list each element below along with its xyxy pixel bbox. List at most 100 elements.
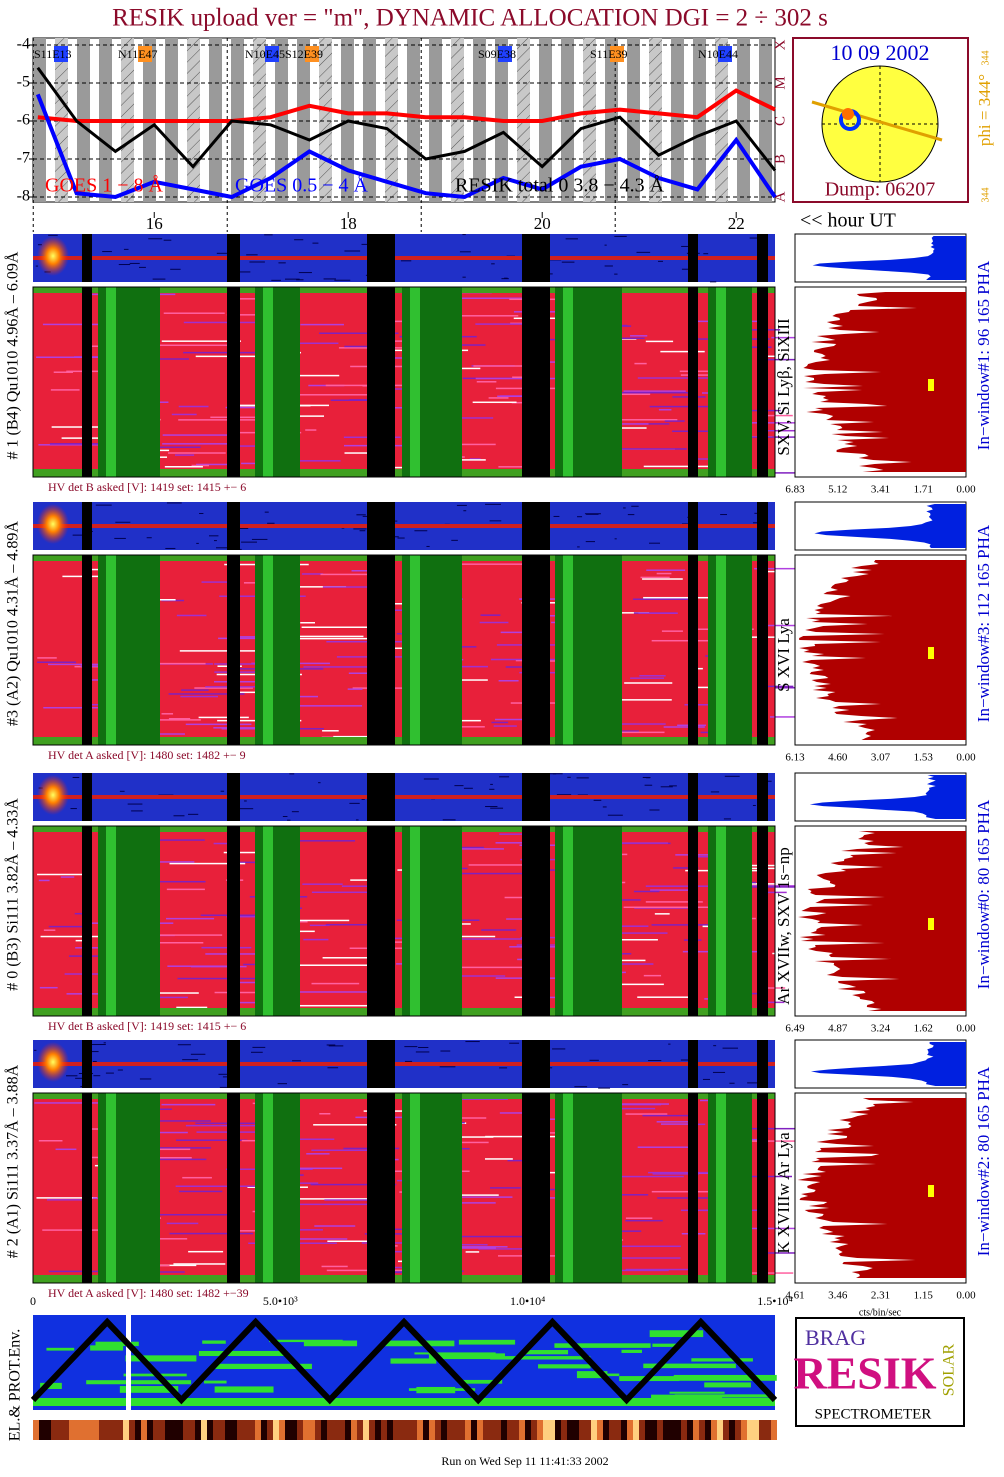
green-band: [708, 1093, 752, 1283]
class-label: X: [772, 39, 788, 50]
intensity-strip: [459, 1420, 465, 1440]
spectrogram-line: [325, 923, 375, 926]
flare-box: [265, 46, 279, 62]
data-gap: [757, 555, 768, 745]
spectrogram-line: [475, 377, 564, 380]
particle-band: [525, 1350, 569, 1355]
orbit-stripe: [671, 38, 684, 202]
strip-noise: [291, 811, 299, 813]
intensity-strip: [681, 1420, 687, 1440]
spectrogram-line: [619, 699, 672, 701]
sample-tick-label: 1.5•10⁴: [757, 1294, 792, 1308]
strip-noise: [216, 547, 228, 549]
spectrogram-line: [164, 466, 203, 468]
spectrogram-line: [321, 1265, 348, 1268]
strip-noise: [553, 515, 560, 517]
pha-spike: [810, 1042, 966, 1086]
orbit-stripe: [693, 38, 706, 202]
logo-name: RESIK: [793, 1348, 936, 1399]
strip-noise: [252, 1046, 266, 1048]
spectrogram-line: [322, 957, 392, 959]
strip-noise: [574, 1086, 588, 1088]
spectrogram-line: [166, 917, 215, 920]
data-gap: [522, 502, 550, 550]
pha-tick-label: 6.83: [785, 484, 805, 496]
sample-tick-label: 0: [30, 1294, 36, 1308]
particle-band: [649, 1330, 704, 1338]
spectrogram-line: [444, 1247, 496, 1249]
legend-entry: GOES 0.5 − 4 Å: [235, 175, 369, 197]
strip-noise: [323, 278, 336, 280]
intensity-strip: [771, 1420, 777, 1440]
spectrogram-line: [305, 429, 317, 431]
particle-band: [46, 1347, 75, 1351]
spectrogram-line: [127, 839, 205, 841]
strip-noise: [298, 272, 312, 274]
dump: Dump: 06207: [825, 179, 936, 201]
strip-noise: [353, 528, 367, 530]
strip-noise: [239, 548, 242, 550]
data-gap: [82, 287, 92, 477]
spectrogram-line: [43, 929, 56, 931]
strip-noise: [577, 546, 580, 548]
spectrogram-line: [630, 677, 665, 679]
spectrogram-line: [293, 705, 363, 707]
spectrogram-line: [465, 1251, 480, 1253]
strip-noise: [712, 1071, 726, 1073]
strip-noise: [287, 819, 291, 821]
intensity-strip: [51, 1420, 57, 1440]
spectrogram-line: [645, 340, 674, 343]
spectrogram-line: [439, 1098, 508, 1100]
orbit-stripe: [363, 38, 376, 202]
spectrogram-line: [454, 646, 477, 648]
spectrogram-line: [651, 1190, 722, 1193]
spectrogram-line: [739, 1140, 815, 1142]
strip-noise: [289, 773, 295, 775]
particle-band: [596, 1373, 620, 1377]
strip-noise: [209, 535, 219, 537]
spectrogram-line: [633, 890, 660, 893]
data-gap: [522, 234, 550, 282]
green-band: [563, 287, 573, 477]
green-band: [708, 287, 752, 477]
spectrogram-line: [283, 635, 364, 638]
intensity-strip: [513, 1420, 519, 1440]
spectrogram-line: [185, 1124, 267, 1127]
spectrogram-line: [498, 466, 529, 468]
spectrogram-line: [303, 666, 371, 668]
particle-band: [414, 1352, 496, 1355]
spectrogram-line: [178, 419, 259, 421]
spectrogram-line: [749, 1272, 794, 1274]
intensity-strip: [63, 1420, 69, 1440]
intensity-strip: [261, 1420, 267, 1440]
strip-noise: [196, 542, 199, 544]
spectrogram-line: [161, 713, 174, 715]
green-band: [410, 555, 420, 745]
intensity-strip: [765, 1420, 771, 1440]
data-gap: [82, 1040, 92, 1088]
spectrogram-line: [458, 297, 538, 300]
hv-text: HV det A asked [V]: 1480 set: 1482 +−39: [48, 1286, 249, 1300]
spectrogram-line: [504, 896, 537, 899]
series-line: [36, 66, 777, 172]
class-label: M: [772, 76, 788, 89]
strip-noise: [451, 539, 458, 541]
intensity-strip: [519, 1420, 525, 1440]
spectrogram-line: [750, 1227, 821, 1230]
intensity-strip: [285, 1420, 291, 1440]
spectrogram-line: [293, 1238, 348, 1240]
intensity-strip: [351, 1420, 357, 1440]
strip-noise: [163, 239, 172, 241]
data-gap: [227, 555, 240, 745]
phi: phi = 344°: [975, 74, 994, 146]
pha-spike: [814, 504, 966, 548]
pha-tick-label: 6.49: [785, 1023, 805, 1035]
spectrogram-line: [499, 833, 524, 835]
spectrogram-line: [630, 335, 648, 337]
spectrogram-line: [625, 1268, 693, 1271]
spectrogram-line: [643, 974, 662, 977]
strip-noise: [127, 803, 143, 805]
spectrogram-line: [161, 340, 241, 342]
data-gap: [757, 826, 768, 1016]
strip-noise: [105, 1072, 114, 1074]
